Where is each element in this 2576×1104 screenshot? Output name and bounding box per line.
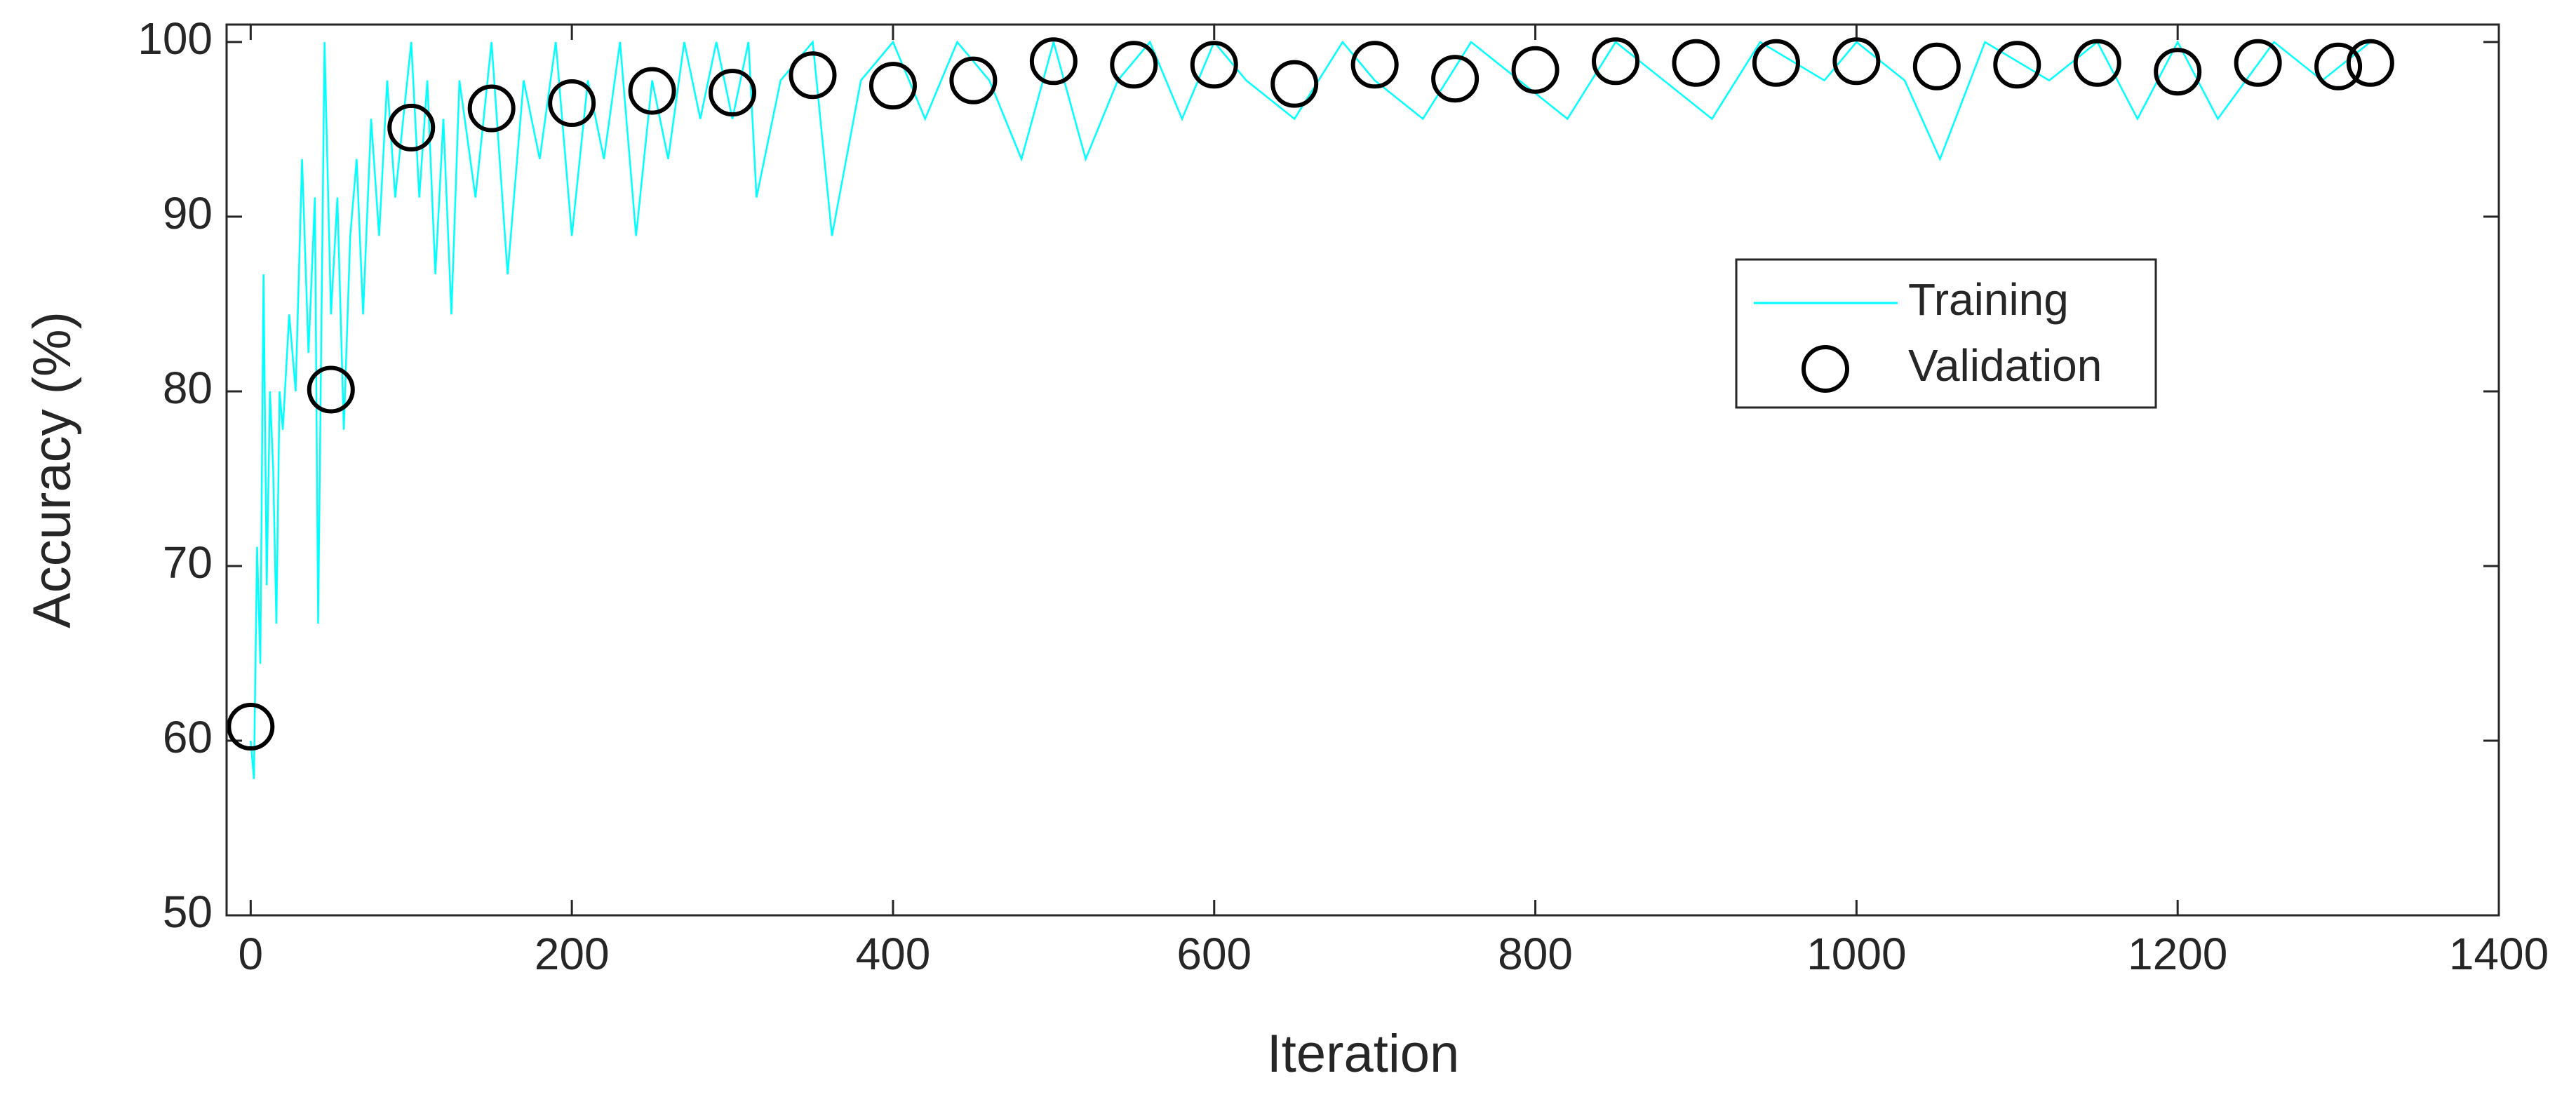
x-tick-label: 400 bbox=[856, 929, 931, 979]
validation-point bbox=[2154, 48, 2202, 96]
y-tick-label: 60 bbox=[163, 712, 213, 762]
y-axis-title: Accuracy (%) bbox=[22, 311, 82, 628]
validation-point bbox=[1029, 37, 1078, 86]
validation-point bbox=[949, 56, 998, 105]
validation-point bbox=[868, 62, 917, 110]
validation-point bbox=[1431, 55, 1480, 103]
validation-point bbox=[789, 51, 837, 100]
y-tick-label: 100 bbox=[137, 13, 213, 64]
validation-point bbox=[1672, 39, 1720, 87]
legend-label: Validation bbox=[1908, 340, 2102, 391]
validation-point bbox=[1350, 41, 1399, 89]
validation-point bbox=[387, 103, 436, 152]
validation-point bbox=[307, 365, 355, 414]
x-tick-label: 1000 bbox=[1806, 929, 1906, 979]
y-tick-label: 70 bbox=[163, 537, 213, 588]
x-tick-label: 1200 bbox=[2128, 929, 2227, 979]
validation-point bbox=[227, 703, 275, 751]
validation-point bbox=[1592, 37, 1640, 86]
validation-point bbox=[2073, 39, 2121, 87]
x-tick-label: 1400 bbox=[2449, 929, 2549, 979]
x-tick-label: 800 bbox=[1498, 929, 1573, 979]
x-axis-title: Iteration bbox=[1267, 1024, 1460, 1084]
plot-frame bbox=[225, 23, 2500, 917]
validation-point bbox=[2346, 39, 2394, 87]
x-tick-label: 200 bbox=[535, 929, 610, 979]
validation-point bbox=[1912, 42, 1961, 90]
validation-point bbox=[1190, 41, 1238, 89]
validation-point bbox=[2234, 39, 2282, 87]
validation-point bbox=[2314, 42, 2363, 90]
y-tick-label: 50 bbox=[163, 887, 213, 937]
validation-point bbox=[467, 84, 516, 133]
validation-point bbox=[548, 79, 596, 128]
legend-label: Training bbox=[1908, 274, 2069, 325]
validation-point bbox=[1993, 41, 2041, 89]
validation-point bbox=[1270, 60, 1319, 108]
validation-point bbox=[709, 69, 757, 117]
validation-point bbox=[1832, 37, 1881, 86]
legend-marker bbox=[1802, 345, 1849, 393]
training-line bbox=[250, 39, 2371, 779]
validation-point bbox=[1511, 46, 1559, 94]
validation-point bbox=[1110, 41, 1158, 89]
y-tick-label: 80 bbox=[163, 363, 213, 413]
x-tick-label: 0 bbox=[239, 929, 264, 979]
y-tick-label: 90 bbox=[163, 188, 213, 238]
validation-point bbox=[628, 67, 676, 115]
x-tick-label: 600 bbox=[1176, 929, 1252, 979]
validation-point bbox=[1752, 39, 1800, 87]
